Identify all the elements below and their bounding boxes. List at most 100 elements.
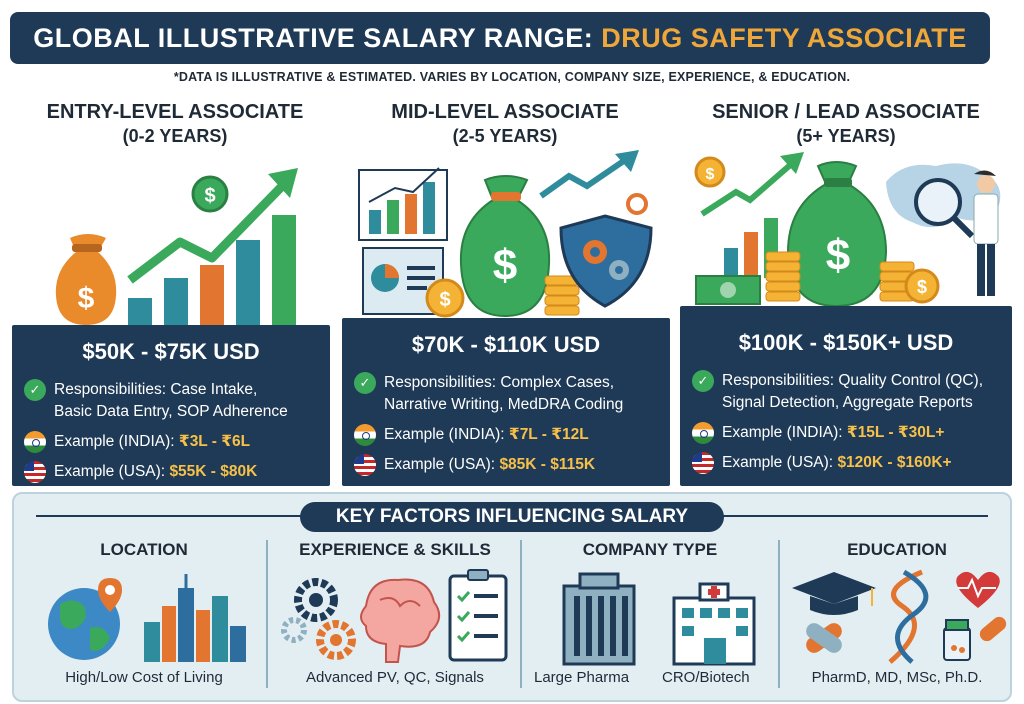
graduation-cap-icon bbox=[792, 572, 876, 615]
dna-icon bbox=[888, 569, 929, 664]
responsibilities-label: Responsibilities: bbox=[384, 374, 496, 391]
salary-card-entry: $50K - $75K USD ✓ Responsibilities: Case… bbox=[12, 325, 330, 486]
factor-title: LOCATION bbox=[100, 540, 188, 559]
coin-stacks: $ bbox=[765, 251, 940, 304]
usa-flag-icon bbox=[24, 461, 46, 483]
title-bar: GLOBAL ILLUSTRATIVE SALARY RANGE: DRUG S… bbox=[10, 12, 990, 64]
magnifier-icon bbox=[914, 178, 975, 239]
svg-text:$: $ bbox=[493, 241, 517, 290]
coin-icon: $ bbox=[694, 156, 726, 188]
svg-text:$: $ bbox=[826, 231, 850, 280]
factor-caption-left: Large Pharma bbox=[534, 669, 630, 686]
salary-range: $50K - $75K USD bbox=[82, 339, 260, 364]
salary-range: $70K - $110K USD bbox=[411, 332, 601, 357]
check-icon: ✓ bbox=[692, 370, 714, 392]
india-label: Example (INDIA): bbox=[384, 426, 505, 443]
example-india-row: Example (INDIA): ₹15L - ₹30L+ bbox=[692, 422, 1000, 444]
responsibilities-line2: Signal Detection, Aggregate Reports bbox=[722, 394, 973, 411]
example-usa-row: Example (USA): $55K - $80K bbox=[24, 461, 318, 483]
india-value: ₹7L - ₹12L bbox=[508, 426, 589, 443]
globe-pin-icon bbox=[48, 578, 122, 660]
tier-title: ENTRY-LEVEL ASSOCIATE bbox=[46, 101, 304, 123]
example-usa-row: Example (USA): $120K - $160K+ bbox=[692, 452, 1000, 474]
example-india-row: Example (INDIA): ₹7L - ₹12L bbox=[354, 424, 658, 446]
tier-senior-level: SENIOR / LEAD ASSOCIATE (5+ YEARS) bbox=[680, 100, 1012, 148]
tier-entry-level: ENTRY-LEVEL ASSOCIATE (0-2 YEARS) bbox=[10, 100, 340, 148]
tier-title: SENIOR / LEAD ASSOCIATE bbox=[712, 101, 980, 123]
trend-arrow-icon bbox=[127, 168, 298, 284]
india-label: Example (INDIA): bbox=[54, 433, 175, 450]
factor-caption-right: CRO/Biotech bbox=[662, 669, 750, 686]
location-illustration bbox=[48, 574, 246, 662]
tier-years: (0-2 YEARS) bbox=[122, 126, 228, 146]
responsibilities-line2: Narrative Writing, MedDRA Coding bbox=[384, 396, 624, 413]
gears-icon bbox=[281, 578, 356, 660]
india-flag-icon bbox=[354, 424, 376, 446]
factor-company-type: COMPANY TYPE bbox=[524, 540, 776, 690]
divider bbox=[778, 540, 780, 688]
education-illustration bbox=[792, 569, 1007, 664]
svg-text:$: $ bbox=[917, 277, 927, 297]
check-icon: ✓ bbox=[354, 372, 376, 394]
responsibilities-label: Responsibilities: bbox=[722, 372, 834, 389]
factor-caption: High/Low Cost of Living bbox=[65, 669, 223, 686]
tier-title: MID-LEVEL ASSOCIATE bbox=[391, 101, 619, 123]
city-skyline-icon bbox=[144, 574, 246, 662]
shield-gear-icon bbox=[559, 214, 653, 308]
bar-chart-icon bbox=[358, 167, 448, 241]
india-flag-icon bbox=[24, 431, 46, 453]
usa-flag-icon bbox=[692, 452, 714, 474]
factor-title: EDUCATION bbox=[847, 540, 947, 559]
responsibilities-line1: Case Intake, bbox=[170, 381, 258, 398]
money-bag-icon: $ bbox=[459, 175, 551, 318]
usa-label: Example (USA): bbox=[384, 456, 496, 473]
svg-text:$: $ bbox=[204, 185, 215, 207]
pill-icon bbox=[806, 616, 1007, 653]
key-factors-panel: KEY FACTORS INFLUENCING SALARY LOCATION bbox=[12, 492, 1012, 702]
money-bag-icon: $ bbox=[55, 234, 117, 325]
usa-label: Example (USA): bbox=[722, 454, 834, 471]
tier-years: (5+ YEARS) bbox=[796, 126, 896, 146]
india-flag-icon bbox=[692, 422, 714, 444]
bar-chart-icon bbox=[128, 215, 296, 325]
salary-card-mid: $70K - $110K USD ✓ Responsibilities: Com… bbox=[342, 318, 670, 486]
brain-icon bbox=[360, 578, 441, 663]
check-icon: ✓ bbox=[24, 379, 46, 401]
factor-title: COMPANY TYPE bbox=[582, 540, 718, 559]
factor-education: EDUCATION bbox=[782, 540, 1012, 690]
svg-text:$: $ bbox=[78, 282, 95, 315]
cash-stack-icon bbox=[695, 275, 761, 305]
responsibilities-line2: Basic Data Entry, SOP Adherence bbox=[54, 403, 288, 420]
company-illustration bbox=[562, 572, 756, 666]
mid-illustration: $ $ bbox=[358, 150, 653, 318]
page-title-accent: DRUG SAFETY ASSOCIATE bbox=[601, 22, 967, 53]
key-factors-title: KEY FACTORS INFLUENCING SALARY bbox=[300, 502, 724, 532]
coin-icon: $ bbox=[425, 275, 580, 318]
india-value: ₹15L - ₹30L+ bbox=[846, 424, 945, 441]
salary-range: $100K - $150K+ USD bbox=[738, 330, 954, 355]
salary-card-senior: $100K - $150K+ USD ✓ Responsibilities: Q… bbox=[680, 306, 1012, 486]
svg-text:$: $ bbox=[706, 166, 715, 183]
responsibilities-row: ✓ Responsibilities: Quality Control (QC)… bbox=[692, 370, 1000, 414]
responsibilities-line1: Quality Control (QC), bbox=[838, 372, 984, 389]
factor-location: LOCATION High/Low Cost of Living bbox=[24, 540, 264, 690]
gears-icon bbox=[626, 193, 648, 215]
usa-label: Example (USA): bbox=[54, 463, 166, 480]
money-bag-icon: $ bbox=[786, 161, 888, 308]
trend-arrow-icon bbox=[539, 150, 639, 199]
medicine-bottle-icon bbox=[943, 619, 971, 661]
factor-caption: Advanced PV, QC, Signals bbox=[306, 669, 484, 686]
checklist-icon bbox=[448, 569, 508, 662]
responsibilities-row: ✓ Responsibilities: Case Intake, Basic Da… bbox=[24, 379, 318, 423]
senior-illustration: $ $ $ bbox=[694, 152, 1001, 308]
india-label: Example (INDIA): bbox=[722, 424, 843, 441]
divider bbox=[266, 540, 268, 688]
coin-icon: $ bbox=[191, 175, 229, 213]
trend-arrow-icon bbox=[700, 152, 804, 217]
india-value: ₹3L - ₹6L bbox=[178, 433, 251, 450]
factor-experience-skills: EXPERIENCE & SKILLS bbox=[270, 540, 520, 690]
experience-illustration bbox=[281, 569, 508, 663]
divider bbox=[520, 540, 522, 688]
example-india-row: Example (INDIA): ₹3L - ₹6L bbox=[24, 431, 318, 453]
office-building-icon bbox=[562, 572, 636, 666]
